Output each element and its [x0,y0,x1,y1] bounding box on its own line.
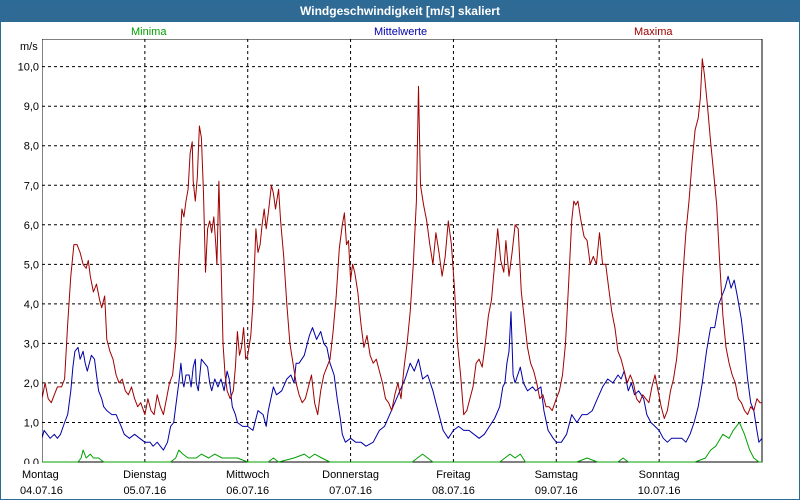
y-tick-label: 10,0 [18,62,39,74]
window-title: Windgeschwindigkeit [m/s] skaliert [1,1,799,22]
legend-minima: Minima [131,26,167,38]
x-tick-date-label: 09.07.16 [535,485,578,497]
y-tick-label: 1,0 [24,417,39,429]
data-series [42,58,763,463]
y-tick-label: 5,0 [24,259,39,271]
mittelwerte-series-line [42,275,763,451]
plot-area-frame [42,39,763,463]
y-axis: 0,0 1,0 2,0 3,0 4,0 5,0 6,0 7,0 8,0 9,0 10,0 [18,62,39,464]
x-tick-date-label: 08.07.16 [432,485,475,497]
legend-mittelwerte: Mittelwerte [374,26,428,38]
x-tick-date-label: 07.07.16 [329,485,372,497]
y-tick-label: 9,0 [24,101,39,113]
y-tick-label: 0,0 [24,457,39,464]
x-axis: Montag 04.07.16 Dienstag 05.07.16 Mittwoch 06… [20,469,681,497]
maxima-series-line [42,58,762,419]
y-axis-unit-label: m/s [20,41,38,53]
x-tick-day-label: Dienstag [123,469,166,481]
y-tick-label: 8,0 [24,141,39,153]
minima-series-line [42,422,762,463]
x-tick-date-label: 10.07.16 [638,485,681,497]
y-tick-label: 3,0 [24,338,39,350]
legend-maxima: Maxima [634,26,673,38]
y-tick-label: 6,0 [24,220,39,232]
x-tick-day-label: Freitag [436,469,470,481]
x-tick-date-label: 05.07.16 [123,485,166,497]
wind-speed-line-chart [42,39,763,463]
x-tick-day-label: Donnerstag [322,469,379,481]
x-tick-date-label: 04.07.16 [20,485,63,497]
x-tick-day-label: Samstag [535,469,578,481]
y-tick-label: 4,0 [24,299,39,311]
grid-lines [42,39,762,462]
x-tick-day-label: Montag [22,469,59,481]
x-tick-day-label: Mittwoch [226,469,269,481]
y-tick-label: 7,0 [24,180,39,192]
x-tick-date-label: 06.07.16 [226,485,269,497]
y-tick-label: 2,0 [24,378,39,390]
x-tick-day-label: Sonntag [639,469,680,481]
